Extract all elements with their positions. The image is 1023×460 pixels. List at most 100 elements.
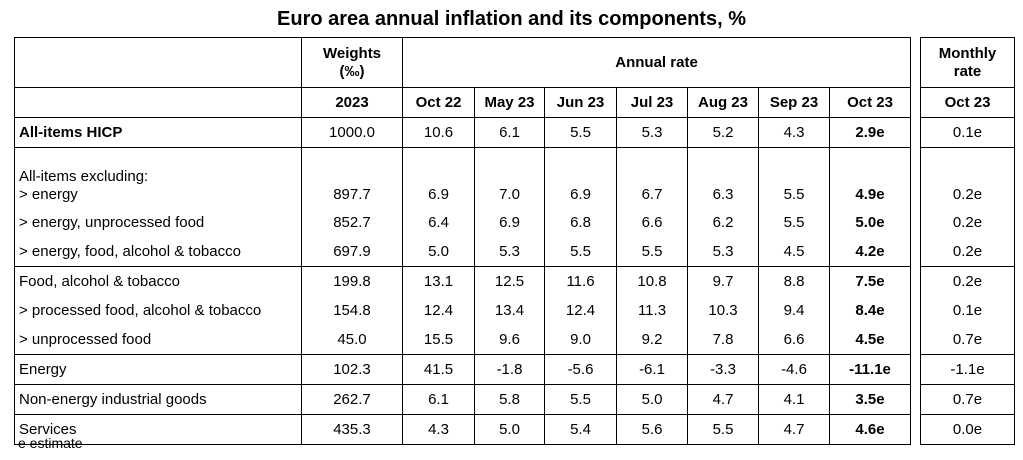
monthly-cell: 0.2e — [920, 147, 1015, 208]
monthly-header-row: Monthly rate — [920, 37, 1015, 88]
row-label: All-items excluding: > energy — [14, 147, 302, 208]
weight-cell: 154.8 — [301, 296, 403, 325]
value-cell: 9.6 — [474, 325, 545, 355]
monthly-month-header: Oct 23 — [920, 87, 1015, 118]
value-cell: 6.9 — [544, 147, 617, 208]
value-cell: 5.6 — [616, 414, 688, 445]
row-label-text: Services — [19, 421, 77, 438]
value-cell: 5.5 — [687, 414, 759, 445]
value-cell: 4.1 — [758, 384, 830, 415]
subheader-row: 2023 Oct 22 May 23 Jun 23 Jul 23 Aug 23 … — [14, 87, 912, 118]
month-header: Jun 23 — [544, 87, 617, 118]
table-body: Weights (‰) Annual rate 2023 Oct 22 May … — [14, 37, 912, 445]
value-cell: 3.5e — [828, 384, 912, 415]
row-label-text: Non-energy industrial goods — [19, 391, 207, 408]
value-cell: 4.7 — [758, 414, 830, 445]
month-header: Oct 22 — [402, 87, 475, 118]
value-cell: -4.6 — [758, 354, 830, 385]
row-label-prefix: All-items excluding: — [19, 168, 149, 185]
value-cell: 7.8 — [687, 325, 759, 355]
monthly-label-2: rate — [953, 62, 982, 80]
value-cell: 6.7 — [616, 147, 688, 208]
value-cell: 5.0 — [402, 237, 475, 267]
value-cell: 5.0 — [616, 384, 688, 415]
table-row: > unprocessed food 45.0 15.5 9.6 9.0 9.2 7.8 6.… — [14, 325, 912, 355]
monthly-row: 0.2e — [920, 208, 1015, 237]
monthly-row: 0.0e — [920, 414, 1015, 445]
monthly-table-body: Monthly rate Oct 23 0.1e 0.2e 0.2e 0.2e 0.2e… — [920, 37, 1015, 445]
month-header: May 23 — [474, 87, 545, 118]
monthly-cell: 0.7e — [920, 384, 1015, 415]
row-label: All-items HICP — [14, 117, 302, 148]
value-cell: 11.3 — [616, 296, 688, 325]
monthly-row: 0.1e — [920, 296, 1015, 325]
value-cell: 5.2 — [687, 117, 759, 148]
value-cell: 13.4 — [474, 296, 545, 325]
value-cell: -11.1e — [828, 354, 912, 385]
weight-cell: 435.3 — [301, 414, 403, 445]
value-cell: 6.1 — [402, 384, 475, 415]
value-cell: 13.1 — [402, 266, 475, 296]
value-cell: 9.7 — [687, 266, 759, 296]
table-row: > energy, unprocessed food 852.7 6.4 6.9 6.8… — [14, 208, 912, 237]
table-row: All-items excluding: > energy 897.7 6.9 7.0 6… — [14, 147, 912, 208]
value-cell: 5.0 — [474, 414, 545, 445]
monthly-row: 0.2e — [920, 147, 1015, 208]
monthly-rate-header: Monthly rate — [920, 37, 1015, 88]
monthly-row: 0.7e — [920, 325, 1015, 355]
row-label-text: Food, alcohol & tobacco — [19, 273, 180, 290]
header-row: Weights (‰) Annual rate — [14, 37, 912, 88]
row-label: Energy — [14, 354, 302, 385]
value-cell: 8.8 — [758, 266, 830, 296]
value-cell: 5.5 — [616, 237, 688, 267]
value-cell: 12.4 — [402, 296, 475, 325]
header-empty-cell — [14, 37, 302, 88]
value-cell: 9.4 — [758, 296, 830, 325]
value-cell: 4.5e — [828, 325, 912, 355]
value-cell: 12.4 — [544, 296, 617, 325]
value-cell: 9.0 — [544, 325, 617, 355]
row-label-text: Energy — [19, 361, 67, 378]
value-cell: 4.3 — [402, 414, 475, 445]
weight-cell: 1000.0 — [301, 117, 403, 148]
value-cell: 7.5e — [828, 266, 912, 296]
row-label: > unprocessed food — [14, 325, 302, 355]
row-label: > energy, unprocessed food — [14, 208, 302, 237]
table-row: Services 435.3 4.3 5.0 5.4 5.6 5.5 4.7 4.6e — [14, 414, 912, 445]
monthly-cell: 0.2e — [920, 266, 1015, 296]
weight-cell: 102.3 — [301, 354, 403, 385]
value-cell: 6.8 — [544, 208, 617, 237]
value-cell: 4.9e — [828, 147, 912, 208]
monthly-subheader-row: Oct 23 — [920, 87, 1015, 118]
table-row: Food, alcohol & tobacco 199.8 13.1 12.5 11.6… — [14, 266, 912, 296]
value-cell: 5.5 — [544, 384, 617, 415]
weight-cell: 697.9 — [301, 237, 403, 267]
row-label-text: > energy — [19, 186, 78, 203]
row-label-text: > processed food, alcohol & tobacco — [19, 302, 262, 319]
value-cell: -5.6 — [544, 354, 617, 385]
row-label: Services — [14, 414, 302, 445]
row-label-text: All-items HICP — [19, 124, 123, 141]
value-cell: 4.6e — [828, 414, 912, 445]
value-cell: 5.3 — [687, 237, 759, 267]
row-label: Food, alcohol & tobacco — [14, 266, 302, 296]
value-cell: 5.3 — [616, 117, 688, 148]
value-cell: 8.4e — [828, 296, 912, 325]
value-cell: 11.6 — [544, 266, 617, 296]
value-cell: 10.6 — [402, 117, 475, 148]
table-title: Euro area annual inflation and its compo… — [277, 8, 746, 30]
value-cell: 6.9 — [474, 208, 545, 237]
monthly-cell: 0.7e — [920, 325, 1015, 355]
value-cell: 5.5 — [758, 147, 830, 208]
value-cell: 5.5 — [758, 208, 830, 237]
footnote: e estimate — [18, 435, 83, 451]
weight-cell: 852.7 — [301, 208, 403, 237]
monthly-row: 0.7e — [920, 384, 1015, 415]
value-cell: 6.6 — [616, 208, 688, 237]
value-cell: 4.5 — [758, 237, 830, 267]
weights-label: Weights — [322, 44, 382, 62]
value-cell: -6.1 — [616, 354, 688, 385]
monthly-row: -1.1e — [920, 354, 1015, 385]
weight-cell: 199.8 — [301, 266, 403, 296]
value-cell: 4.3 — [758, 117, 830, 148]
